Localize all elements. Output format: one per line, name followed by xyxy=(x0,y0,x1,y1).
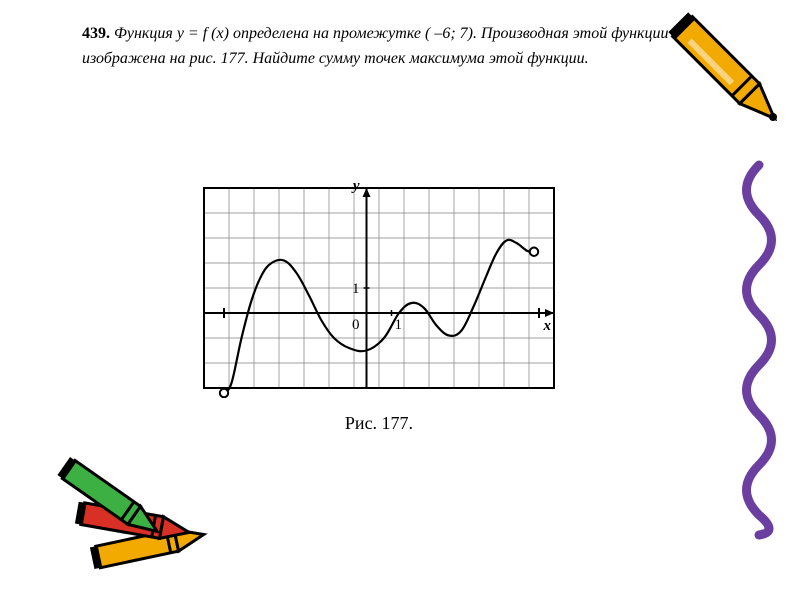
svg-text:1: 1 xyxy=(352,281,360,297)
crayon-top-right xyxy=(662,6,800,156)
problem-number: 439. xyxy=(82,25,110,42)
problem-text: 439. Функция y = f (x) определена на про… xyxy=(82,22,672,72)
svg-text:x: x xyxy=(543,318,552,334)
chart-container: 011yx Рис. 177. xyxy=(192,178,566,404)
svg-text:1: 1 xyxy=(395,317,403,333)
svg-text:0: 0 xyxy=(352,317,360,333)
equation: y = f (x) xyxy=(177,25,229,42)
svg-text:y: y xyxy=(351,178,360,194)
chart-svg: 0 1 1 y x xyxy=(192,178,566,398)
crayons-bottom-left xyxy=(30,452,250,600)
chart-caption: Рис. 177. xyxy=(192,413,566,434)
squiggle-icon xyxy=(724,160,794,540)
text-p1: Функция xyxy=(114,25,177,42)
